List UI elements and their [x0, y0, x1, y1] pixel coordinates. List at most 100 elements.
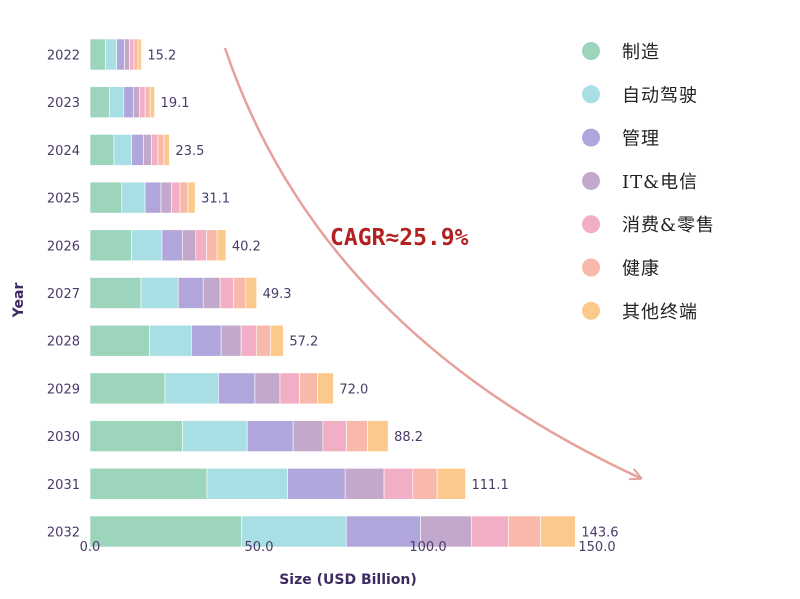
bar-segment-2024-7 [163, 134, 170, 166]
bar-segment-2024-5 [151, 134, 159, 166]
bar-segment-2027-4 [202, 277, 221, 309]
bar-segment-2022-4 [124, 38, 130, 71]
bar-segment-2022-1 [89, 38, 106, 71]
bar-segment-2023-2 [108, 86, 125, 118]
y-tick-label-2031: 2031 [47, 478, 80, 493]
bar-segment-2029-2 [164, 372, 219, 405]
bar-segment-2022-2 [105, 38, 118, 71]
legend-label-2: 自动驾驶 [622, 85, 698, 106]
bar-segment-2028-5 [240, 324, 257, 357]
total-label-2029: 72.0 [339, 382, 368, 397]
bar-segment-2028-7 [270, 324, 284, 357]
x-axis-title: Size (USD Billion) [279, 572, 417, 588]
y-tick-label-2025: 2025 [47, 192, 80, 207]
bar-segment-2025-1 [89, 181, 123, 214]
legend-marker-4 [582, 171, 600, 190]
bar-segment-2028-4 [220, 324, 242, 357]
bar-segment-2026-7 [216, 229, 227, 262]
bar-segment-2025-6 [179, 181, 189, 214]
bar-segment-2029-5 [279, 372, 300, 405]
x-tick-label-100.0: 100.0 [409, 540, 446, 555]
bar-segment-2023-6 [144, 86, 151, 118]
total-label-2022: 15.2 [147, 49, 176, 64]
bar-segment-2025-5 [171, 181, 181, 214]
bar-segment-2025-7 [187, 181, 196, 214]
legend-label-4: IT&电信 [622, 172, 698, 193]
y-axis-title: Year [11, 283, 27, 319]
y-tick-label-2030: 2030 [47, 430, 80, 445]
legend-marker-3 [582, 128, 600, 147]
legend-marker-1 [582, 42, 600, 60]
total-label-2026: 40.2 [232, 239, 261, 254]
total-label-2023: 19.1 [161, 96, 190, 111]
bar-segment-2025-4 [160, 181, 172, 214]
bar-segment-2032-3 [345, 515, 421, 548]
y-tick-label-2032: 2032 [47, 526, 80, 541]
bar-segment-2022-3 [116, 38, 125, 71]
legend-label-1: 制造 [622, 42, 660, 63]
x-tick-label-50.0: 50.0 [245, 540, 274, 555]
total-label-2028: 57.2 [289, 335, 318, 350]
bar-segment-2023-7 [149, 86, 155, 118]
legend-marker-7 [582, 301, 600, 320]
bar-segment-2031-7 [436, 467, 466, 500]
total-label-2031: 111.1 [472, 478, 509, 493]
bar-segment-2029-1 [89, 372, 166, 405]
bar-segment-2028-1 [89, 324, 150, 357]
bar-segment-2030-2 [182, 420, 248, 452]
bar-segment-2031-4 [344, 467, 385, 500]
y-tick-label-2023: 2023 [47, 96, 80, 111]
legend-marker-6 [582, 258, 600, 277]
bar-segment-2028-6 [255, 324, 271, 357]
bar-segment-2023-5 [139, 86, 146, 118]
legend-marker-5 [582, 215, 600, 234]
y-tick-label-2027: 2027 [47, 287, 80, 302]
bar-segment-2031-3 [287, 467, 346, 500]
bar-segment-2031-1 [89, 467, 208, 500]
total-label-2025: 31.1 [201, 192, 230, 207]
bar-segment-2024-6 [157, 134, 165, 166]
legend-label-7: 其他终端 [622, 302, 698, 323]
bar-segment-2024-3 [131, 134, 144, 166]
bar-segment-2029-4 [254, 372, 281, 405]
bar-segment-2030-4 [292, 420, 324, 452]
bar-segment-2032-1 [89, 515, 242, 548]
bar-segment-2023-4 [132, 86, 140, 118]
bar-segment-2026-3 [161, 229, 183, 262]
bar-segment-2022-6 [133, 38, 139, 71]
bar-segment-2026-1 [89, 229, 132, 262]
legend-marker-2 [582, 85, 600, 104]
bar-segment-2030-5 [322, 420, 347, 452]
bar-segment-2027-2 [140, 277, 179, 309]
total-label-2024: 23.5 [175, 144, 204, 159]
bar-segment-2024-4 [143, 134, 152, 166]
legend-label-6: 健康 [622, 259, 660, 280]
bar-segment-2027-3 [177, 277, 204, 309]
bar-segment-2027-1 [89, 277, 142, 309]
bar-segment-2030-3 [246, 420, 294, 452]
bar-segment-2023-1 [89, 86, 110, 118]
bar-segment-2025-2 [121, 181, 146, 214]
bar-segment-2028-2 [149, 324, 192, 357]
total-label-2030: 88.2 [394, 430, 423, 445]
bar-segment-2032-5 [470, 515, 509, 548]
cagr-arrow [223, 47, 640, 478]
bar-segment-2026-6 [206, 229, 218, 262]
bar-segment-2032-6 [508, 515, 541, 548]
bar-segment-2025-3 [144, 181, 162, 214]
bar-segment-2027-6 [233, 277, 247, 309]
bar-segment-2028-3 [191, 324, 222, 357]
bar-segment-2031-2 [206, 467, 289, 500]
bar-segment-2031-5 [383, 467, 414, 500]
bar-segment-2023-3 [123, 86, 134, 118]
bar-segment-2026-5 [195, 229, 207, 262]
bar-segment-2026-4 [181, 229, 197, 262]
bar-segment-2027-7 [245, 277, 257, 309]
bar-segment-2029-7 [317, 372, 334, 405]
bars-layer [89, 38, 576, 548]
cagr-annotation: CAGR≈25.9% [330, 225, 469, 251]
y-tick-label-2022: 2022 [47, 49, 80, 64]
y-tick-label-2028: 2028 [47, 335, 80, 350]
bar-segment-2026-2 [131, 229, 163, 262]
